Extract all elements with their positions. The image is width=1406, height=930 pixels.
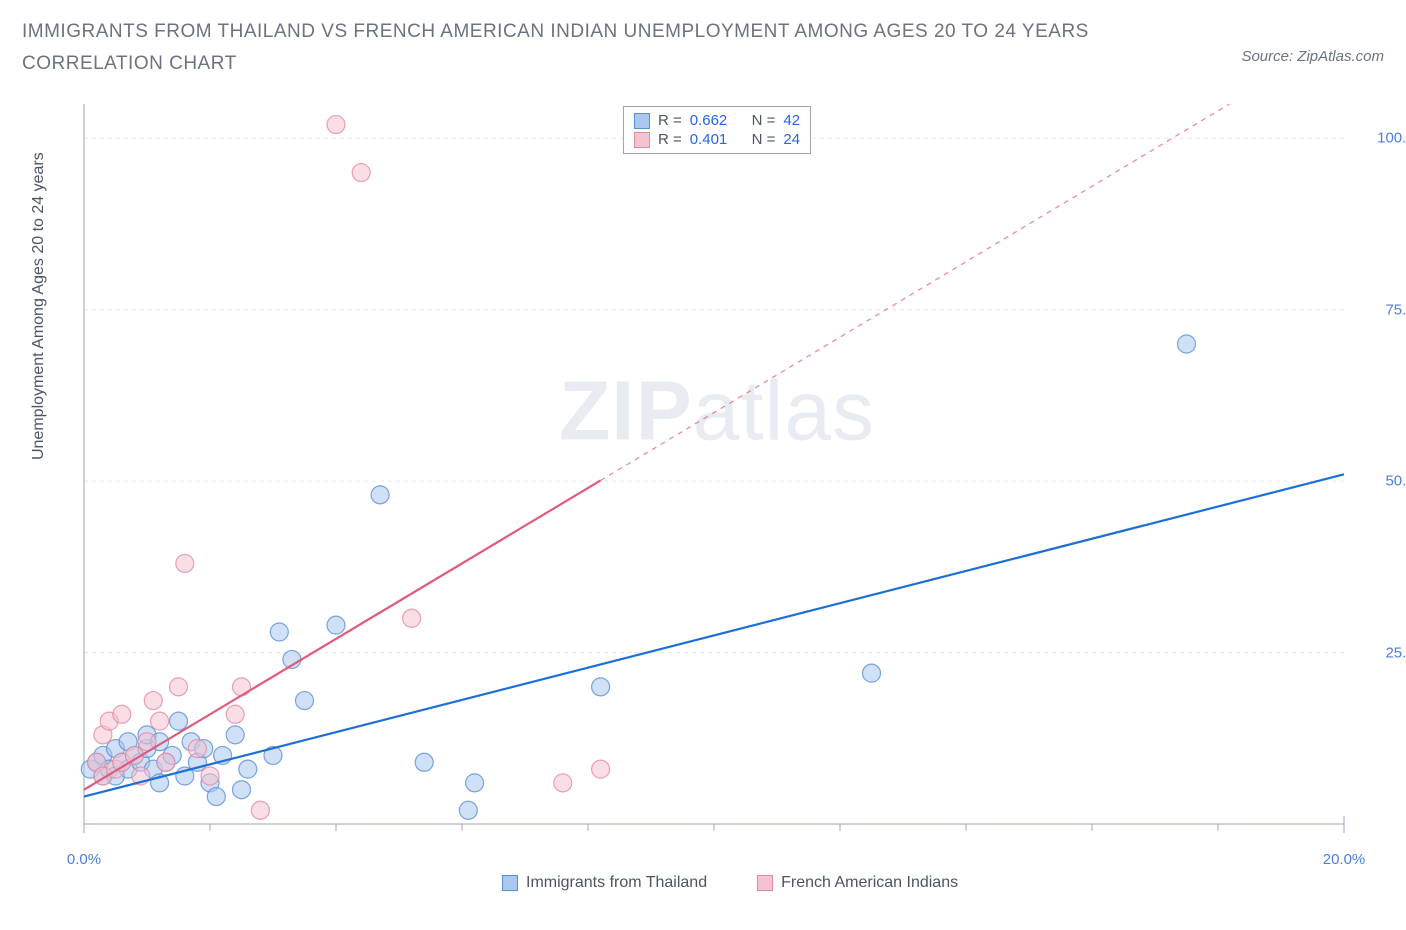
y-axis-label: Unemployment Among Ages 20 to 24 years xyxy=(30,152,48,460)
stats-row-thailand: R = 0.662 N = 42 xyxy=(634,111,800,130)
legend-item-thailand: Immigrants from Thailand xyxy=(502,874,707,892)
legend-label-french-ai: French American Indians xyxy=(781,874,958,892)
swatch-french-ai xyxy=(634,132,650,148)
series-legend: Immigrants from Thailand French American… xyxy=(502,874,958,892)
swatch-french-ai-icon xyxy=(757,875,773,891)
legend-item-french-ai: French American Indians xyxy=(757,874,958,892)
x-tick-label: 0.0% xyxy=(67,851,101,868)
swatch-thailand xyxy=(634,113,650,129)
source-attribution: Source: ZipAtlas.com xyxy=(1241,48,1384,65)
stats-row-french-ai: R = 0.401 N = 24 xyxy=(634,130,800,149)
chart-title: IMMIGRANTS FROM THAILAND VS FRENCH AMERI… xyxy=(22,16,1122,81)
stats-legend: R = 0.662 N = 42 R = 0.401 N = 24 xyxy=(623,106,811,154)
scatter-plot: ZIPatlas R = 0.662 N = 42 R = 0.401 N = … xyxy=(72,100,1362,840)
plot-svg xyxy=(72,100,1362,840)
x-tick-label: 20.0% xyxy=(1323,851,1366,868)
swatch-thailand-icon xyxy=(502,875,518,891)
y-tick-label: 100.0% xyxy=(1377,130,1406,147)
y-tick-label: 25.0% xyxy=(1385,644,1406,661)
y-tick-label: 75.0% xyxy=(1385,301,1406,318)
legend-label-thailand: Immigrants from Thailand xyxy=(526,874,707,892)
y-tick-label: 50.0% xyxy=(1385,473,1406,490)
